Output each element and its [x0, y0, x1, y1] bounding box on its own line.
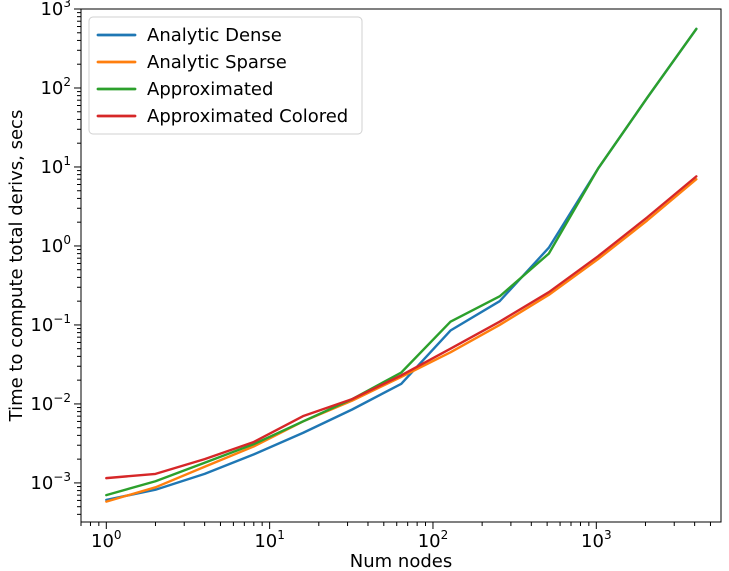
x-tick-label-3: 103: [581, 528, 612, 552]
plot-area: 100 101 102 103 10−3 10−2 10−1 100 101 102 103 Ana…: [30, 0, 722, 552]
legend-label-approximated: Approximated: [147, 79, 273, 100]
series-line-analytic-sparse: [105, 178, 698, 503]
series-layer: [105, 27, 698, 503]
y-tick-label-−1: 10−1: [30, 312, 71, 336]
legend-label-analytic-sparse: Analytic Sparse: [147, 52, 287, 73]
series-line-approximated-colored: [105, 175, 698, 480]
y-axis-label: Time to compute total derivs, secs: [6, 110, 27, 423]
y-tick-label-0: 100: [40, 233, 71, 257]
major-ticks-layer: [74, 8, 597, 529]
y-tick-label-3: 103: [40, 0, 71, 20]
y-tick-label-−3: 10−3: [30, 470, 71, 494]
x-tick-label-2: 102: [418, 528, 449, 552]
legend-label-analytic-dense: Analytic Dense: [147, 25, 282, 46]
legend: Analytic Dense Analytic Sparse Approximate…: [88, 16, 363, 135]
legend-box: [88, 16, 363, 135]
y-tick-label-−2: 10−2: [30, 391, 71, 415]
y-tick-label-1: 101: [40, 154, 71, 178]
tick-labels-layer: 100 101 102 103 10−3 10−2 10−1 100 101 102 103: [30, 0, 611, 552]
minor-ticks-layer: [77, 12, 711, 526]
x-axis-label: Num nodes: [350, 551, 452, 571]
y-tick-label-2: 102: [40, 75, 71, 99]
series-line-approximated: [105, 27, 698, 497]
legend-label-approximated-colored: Approximated Colored: [147, 106, 348, 127]
x-tick-label-0: 100: [91, 528, 122, 552]
x-tick-label-1: 101: [254, 528, 285, 552]
